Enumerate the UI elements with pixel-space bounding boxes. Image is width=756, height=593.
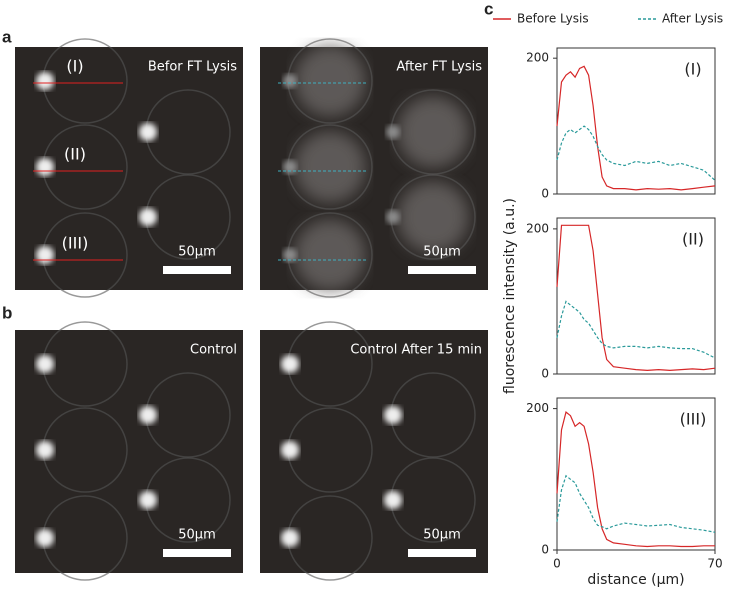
profile-marker: (III) [62,234,89,253]
legend-label: After Lysis [662,12,723,26]
microscopy-image: After FT Lysis 50µm [260,38,488,298]
cell [386,125,400,139]
profile-marker: (II) [64,145,86,164]
x-tick-label: 70 [707,557,722,571]
panel-label: c [484,0,493,18]
profile-marker: (I) [66,57,83,76]
cell [36,355,54,373]
line [556,65,716,191]
microscopy-image: Befor FT Lysis 50µm (I) (II) (III) [15,38,243,298]
line [556,300,716,359]
halo [294,45,366,117]
annotation: (I) [684,60,701,79]
scale-bar-label: 50µm [423,528,460,543]
scale-bar-label: 50µm [178,528,215,543]
cell [36,441,54,459]
y-tick-label: 0 [541,187,549,201]
image-label: After FT Lysis [396,60,482,75]
microscopy-image: Control 50µm [15,321,243,581]
line [556,224,716,372]
cell [36,72,54,90]
cell [384,406,402,424]
cell [139,406,157,424]
cell [283,248,297,262]
plot-frame [556,397,716,551]
microscopy-image: Control After 15 min 50µm [260,321,488,581]
annotation: (II) [682,230,704,249]
cell [281,529,299,547]
x-tick-label: 0 [553,557,561,571]
line [556,125,716,181]
legend-label: Before Lysis [517,12,589,26]
y-tick-label: 200 [526,51,549,65]
y-tick-label: 200 [526,221,549,235]
halo [294,219,366,291]
cell [283,74,297,88]
panel-label: a [2,27,12,46]
panel-label: b [2,303,12,322]
scale-bar [408,266,476,274]
image-label: Control [190,343,237,358]
cell [139,491,157,509]
scale-bar [163,549,231,557]
line [556,474,716,533]
plot-frame [556,217,716,375]
scale-bar-label: 50µm [178,245,215,260]
y-axis-label: fluorescence intensity (a.u.) [502,198,518,394]
halo [294,131,366,203]
scale-bar [163,266,231,274]
y-tick-label: 0 [541,543,549,557]
x-axis-label: distance (µm) [587,572,684,588]
cell [36,158,54,176]
cell [384,491,402,509]
halo [397,96,469,168]
image-label: Control After 15 min [350,343,482,358]
scale-bar-label: 50µm [423,245,460,260]
cell [36,246,54,264]
cell [36,529,54,547]
cell [139,123,157,141]
scale-bar [408,549,476,557]
y-tick-label: 0 [541,367,549,381]
cell [281,355,299,373]
y-tick-label: 200 [526,401,549,415]
cell [386,210,400,224]
image-label: Befor FT Lysis [148,60,237,75]
cell [283,160,297,174]
annotation: (III) [680,410,707,429]
cell [281,441,299,459]
line [556,411,715,548]
halo [397,181,469,253]
cell [139,208,157,226]
